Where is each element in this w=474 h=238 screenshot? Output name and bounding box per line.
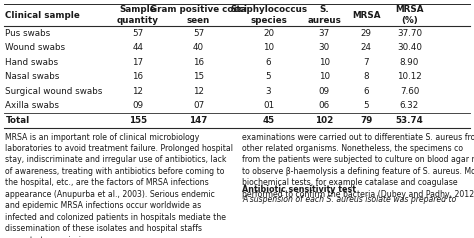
- Text: Antibiotic sensitivity test: Antibiotic sensitivity test: [242, 184, 356, 193]
- Text: 155: 155: [129, 116, 147, 125]
- Text: 147: 147: [190, 116, 208, 125]
- Text: 53.74: 53.74: [395, 116, 423, 125]
- Text: 01: 01: [263, 101, 274, 110]
- Text: Total: Total: [6, 116, 30, 125]
- Text: 44: 44: [132, 43, 144, 52]
- Text: 40: 40: [193, 43, 204, 52]
- Text: MRSA: MRSA: [352, 10, 381, 20]
- Text: 07: 07: [193, 101, 204, 110]
- Text: MRSA is an important role of clinical microbiology
laboratories to avoid treatme: MRSA is an important role of clinical mi…: [5, 133, 233, 238]
- Text: Surgical wound swabs: Surgical wound swabs: [6, 87, 103, 96]
- Text: 10: 10: [319, 58, 330, 67]
- Text: Wound swabs: Wound swabs: [6, 43, 65, 52]
- Text: 57: 57: [193, 29, 204, 38]
- Text: 17: 17: [132, 58, 144, 67]
- Text: 8: 8: [364, 72, 369, 81]
- Text: 7.60: 7.60: [400, 87, 419, 96]
- Text: 8.90: 8.90: [400, 58, 419, 67]
- Text: Sample
quantity: Sample quantity: [117, 5, 159, 25]
- Text: 15: 15: [193, 72, 204, 81]
- Text: 102: 102: [315, 116, 334, 125]
- Text: 09: 09: [319, 87, 330, 96]
- Text: Nasal swabs: Nasal swabs: [6, 72, 60, 81]
- Text: Staphylococcus
species: Staphylococcus species: [230, 5, 307, 25]
- Text: 37: 37: [319, 29, 330, 38]
- Text: 24: 24: [361, 43, 372, 52]
- Text: 10: 10: [319, 72, 330, 81]
- Text: MRSA
(%): MRSA (%): [395, 5, 424, 25]
- Text: 10.12: 10.12: [397, 72, 422, 81]
- Text: Gram positive cocci
seen: Gram positive cocci seen: [150, 5, 247, 25]
- Text: 30.40: 30.40: [397, 43, 422, 52]
- Text: Clinical sample: Clinical sample: [6, 10, 80, 20]
- Text: 06: 06: [319, 101, 330, 110]
- Text: 5: 5: [265, 72, 271, 81]
- Text: 6: 6: [266, 58, 271, 67]
- Text: 30: 30: [319, 43, 330, 52]
- Text: 16: 16: [132, 72, 144, 81]
- Text: Pus swabs: Pus swabs: [6, 29, 51, 38]
- Text: 37.70: 37.70: [397, 29, 422, 38]
- Text: S.
aureus: S. aureus: [308, 5, 341, 25]
- Text: 7: 7: [364, 58, 369, 67]
- Text: 29: 29: [361, 29, 372, 38]
- Text: 57: 57: [132, 29, 144, 38]
- Text: 16: 16: [193, 58, 204, 67]
- Text: 6.32: 6.32: [400, 101, 419, 110]
- Text: 20: 20: [263, 29, 274, 38]
- Text: 6: 6: [364, 87, 369, 96]
- Text: examinations were carried out to differentiate S. aureus fro
other related organ: examinations were carried out to differe…: [242, 133, 474, 199]
- Text: Axilla swabs: Axilla swabs: [6, 101, 60, 110]
- Text: 45: 45: [263, 116, 274, 125]
- Text: 10: 10: [263, 43, 274, 52]
- Text: A suspension of each S. aureus isolate was prepared to: A suspension of each S. aureus isolate w…: [242, 194, 456, 203]
- Text: 12: 12: [132, 87, 144, 96]
- Text: 09: 09: [132, 101, 144, 110]
- Text: Hand swabs: Hand swabs: [6, 58, 59, 67]
- Text: 79: 79: [360, 116, 373, 125]
- Text: 12: 12: [193, 87, 204, 96]
- Text: 3: 3: [265, 87, 271, 96]
- Text: 5: 5: [364, 101, 369, 110]
